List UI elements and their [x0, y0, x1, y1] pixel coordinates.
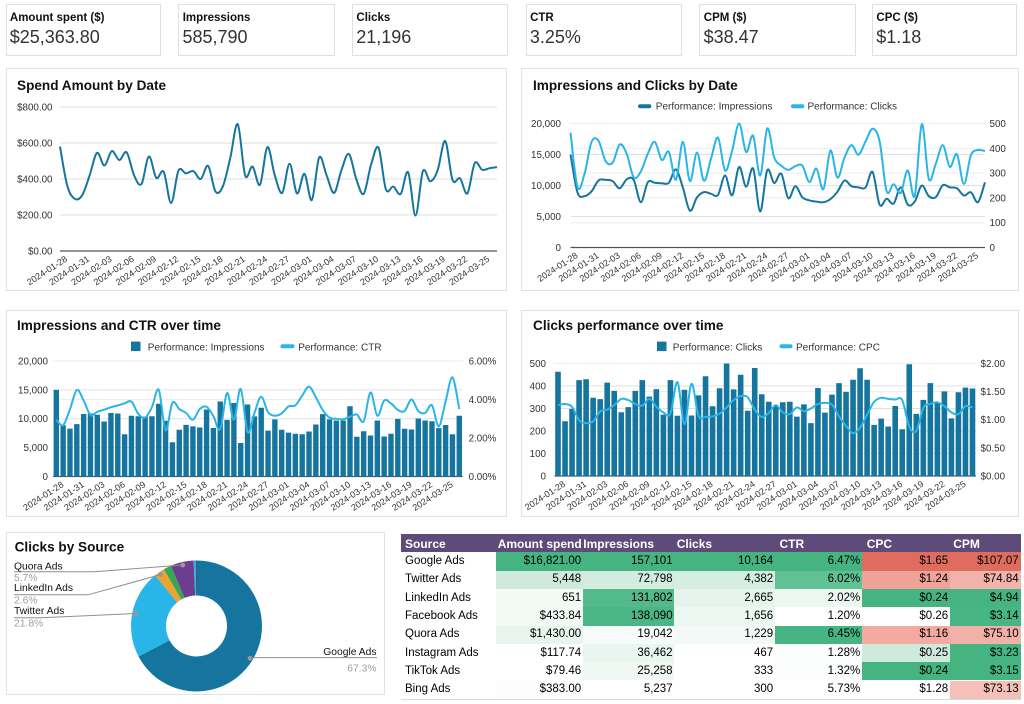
svg-text:500: 500 — [990, 119, 1007, 130]
svg-text:Google Ads: Google Ads — [323, 647, 376, 658]
svg-text:10,000: 10,000 — [18, 414, 49, 425]
svg-text:$800.00: $800.00 — [17, 103, 53, 114]
svg-text:$0.00: $0.00 — [981, 472, 1006, 483]
svg-text:5,000: 5,000 — [23, 443, 48, 454]
svg-text:10,000: 10,000 — [531, 181, 562, 192]
svg-text:0: 0 — [556, 243, 562, 254]
svg-text:$0.00: $0.00 — [28, 247, 53, 258]
svg-text:400: 400 — [990, 144, 1007, 155]
svg-text:$1.00: $1.00 — [981, 415, 1006, 426]
svg-text:$600.00: $600.00 — [17, 139, 53, 150]
svg-text:100: 100 — [990, 218, 1007, 229]
svg-text:6.00%: 6.00% — [469, 357, 497, 368]
svg-text:Clicks by Source: Clicks by Source — [15, 540, 125, 555]
svg-text:Performance: Impressions: Performance: Impressions — [148, 343, 265, 354]
svg-text:LinkedIn Ads: LinkedIn Ads — [14, 583, 73, 594]
svg-text:Quora Ads: Quora Ads — [14, 561, 63, 572]
svg-text:20,000: 20,000 — [18, 357, 49, 368]
svg-text:300: 300 — [990, 169, 1007, 180]
svg-text:Performance: Clicks: Performance: Clicks — [808, 102, 897, 113]
svg-text:400: 400 — [530, 382, 547, 393]
svg-text:$1.50: $1.50 — [981, 387, 1006, 398]
svg-text:$2.00: $2.00 — [981, 359, 1006, 370]
svg-text:0: 0 — [541, 472, 547, 483]
svg-text:Spend Amount by Date: Spend Amount by Date — [17, 78, 166, 93]
svg-text:2.6%: 2.6% — [14, 596, 37, 607]
svg-text:Performance: Clicks: Performance: Clicks — [673, 343, 762, 354]
svg-text:500: 500 — [530, 359, 547, 370]
svg-text:200: 200 — [530, 427, 547, 438]
svg-text:15,000: 15,000 — [18, 385, 49, 396]
svg-text:15,000: 15,000 — [531, 150, 562, 161]
svg-text:5,000: 5,000 — [536, 212, 561, 223]
svg-text:$200.00: $200.00 — [17, 211, 53, 222]
svg-text:2.00%: 2.00% — [469, 434, 497, 445]
svg-text:Performance: CPC: Performance: CPC — [796, 343, 880, 354]
svg-text:200: 200 — [990, 193, 1007, 204]
svg-text:Impressions and CTR over time: Impressions and CTR over time — [17, 318, 221, 333]
svg-text:4.00%: 4.00% — [469, 395, 497, 406]
svg-text:20,000: 20,000 — [531, 119, 562, 130]
svg-text:$0.50: $0.50 — [981, 443, 1006, 454]
svg-text:67.3%: 67.3% — [347, 663, 376, 674]
svg-text:300: 300 — [530, 404, 547, 415]
svg-text:5.7%: 5.7% — [14, 573, 37, 584]
svg-text:0: 0 — [990, 243, 996, 254]
svg-text:Twitter Ads: Twitter Ads — [14, 606, 64, 617]
svg-text:100: 100 — [530, 449, 547, 460]
svg-text:Clicks performance over time: Clicks performance over time — [533, 318, 724, 333]
svg-text:0.00%: 0.00% — [469, 472, 497, 483]
svg-text:Performance: Impressions: Performance: Impressions — [656, 102, 773, 113]
svg-text:$400.00: $400.00 — [17, 175, 53, 186]
svg-text:Impressions and Clicks by Date: Impressions and Clicks by Date — [533, 78, 738, 93]
svg-text:Performance: CTR: Performance: CTR — [298, 343, 381, 354]
svg-text:21.8%: 21.8% — [14, 619, 43, 630]
svg-text:0: 0 — [43, 472, 49, 483]
